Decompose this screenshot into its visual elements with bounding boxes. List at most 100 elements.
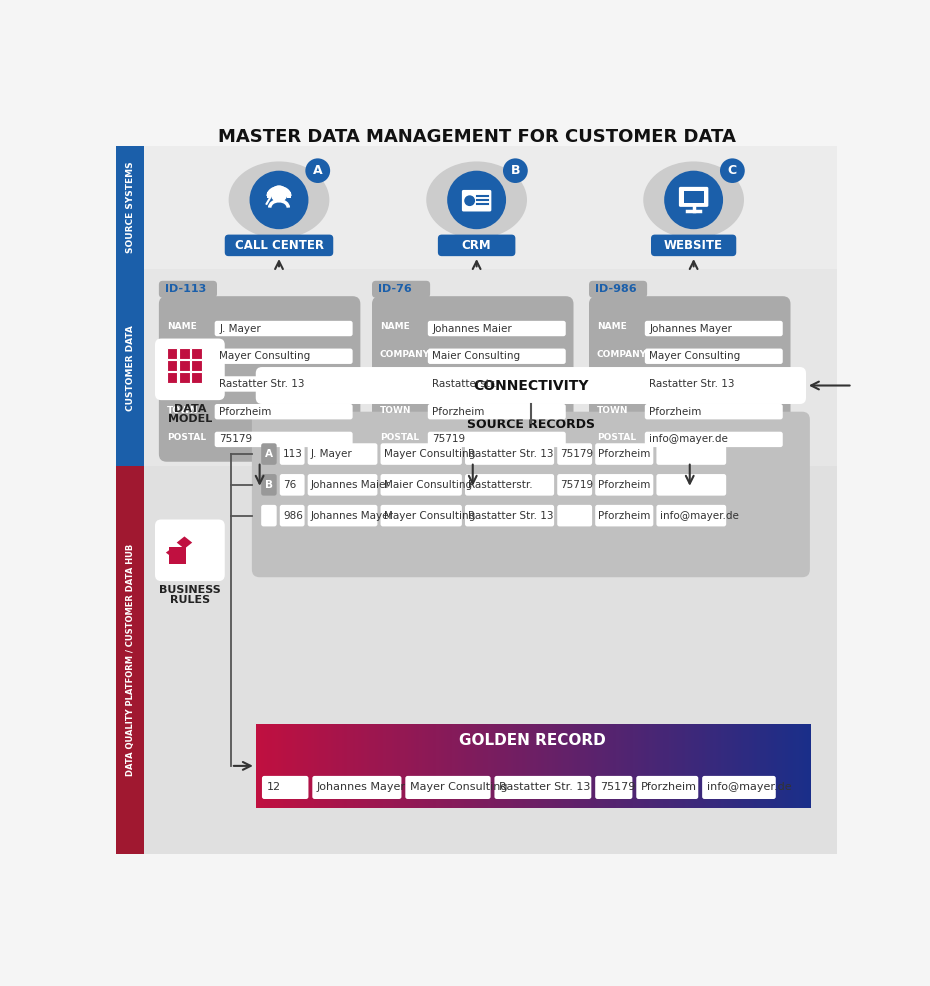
Bar	[453, 724, 456, 809]
Bar	[602, 724, 605, 809]
Bar	[530, 724, 534, 809]
Bar	[684, 190, 704, 203]
Bar	[550, 724, 553, 809]
Bar	[485, 724, 489, 809]
Bar	[644, 724, 647, 809]
Circle shape	[503, 159, 528, 183]
Text: Rastatter Str. 13: Rastatter Str. 13	[219, 379, 305, 388]
FancyBboxPatch shape	[679, 187, 709, 207]
Bar	[411, 724, 415, 809]
Bar	[264, 724, 268, 809]
Bar	[383, 724, 387, 809]
FancyBboxPatch shape	[372, 296, 574, 461]
Text: Johannes Mayer: Johannes Mayer	[317, 783, 406, 793]
Bar	[505, 724, 509, 809]
Bar	[669, 724, 672, 809]
Bar	[541, 724, 545, 809]
Bar	[317, 724, 320, 809]
Text: info@mayer.de: info@mayer.de	[707, 783, 791, 793]
FancyBboxPatch shape	[380, 505, 462, 527]
Text: Rastatterstr.: Rastatterstr.	[468, 480, 533, 490]
Bar	[320, 724, 323, 809]
Text: Pforzheim: Pforzheim	[649, 406, 702, 417]
Circle shape	[720, 159, 745, 183]
Bar	[312, 724, 314, 809]
Text: ID-113: ID-113	[166, 284, 206, 294]
Text: Pforzheim: Pforzheim	[598, 449, 651, 459]
Bar	[192, 373, 202, 384]
Bar	[344, 724, 348, 809]
Bar	[431, 724, 433, 809]
Bar	[632, 724, 636, 809]
Bar	[425, 724, 429, 809]
Text: TOWN: TOWN	[597, 405, 629, 415]
Text: Pforzheim: Pforzheim	[432, 406, 485, 417]
FancyBboxPatch shape	[636, 776, 698, 799]
Text: ROAD: ROAD	[379, 378, 408, 387]
Bar	[729, 724, 733, 809]
Text: DATA QUALITY PLATFORM / CUSTOMER DATA HUB: DATA QUALITY PLATFORM / CUSTOMER DATA HU…	[126, 543, 135, 776]
FancyBboxPatch shape	[225, 235, 333, 256]
Bar	[469, 724, 472, 809]
Bar	[339, 724, 342, 809]
Bar	[419, 724, 423, 809]
Bar	[771, 724, 775, 809]
Bar	[697, 724, 700, 809]
Bar	[516, 724, 520, 809]
Circle shape	[464, 195, 475, 206]
Bar	[179, 348, 190, 359]
Bar	[618, 724, 622, 809]
Bar	[261, 724, 265, 809]
Bar	[641, 724, 644, 809]
Text: MASTER DATA MANAGEMENT FOR CUSTOMER DATA: MASTER DATA MANAGEMENT FOR CUSTOMER DATA	[218, 128, 736, 146]
Bar	[699, 724, 702, 809]
Bar	[322, 724, 326, 809]
FancyBboxPatch shape	[465, 474, 554, 496]
Bar	[768, 724, 772, 809]
FancyBboxPatch shape	[595, 505, 653, 527]
Bar	[596, 724, 600, 809]
Bar	[513, 724, 517, 809]
FancyBboxPatch shape	[428, 404, 565, 419]
Text: DATA: DATA	[174, 404, 206, 414]
FancyBboxPatch shape	[159, 281, 217, 298]
FancyBboxPatch shape	[589, 281, 647, 298]
Bar	[330, 724, 334, 809]
FancyBboxPatch shape	[438, 235, 515, 256]
Bar	[607, 724, 611, 809]
FancyBboxPatch shape	[215, 377, 352, 391]
Bar	[802, 724, 805, 809]
Text: A: A	[265, 449, 272, 459]
Text: WEBSITE: WEBSITE	[664, 239, 724, 251]
Bar	[724, 724, 727, 809]
FancyBboxPatch shape	[308, 474, 378, 496]
Bar	[292, 724, 296, 809]
Bar	[144, 465, 837, 855]
Bar	[466, 724, 470, 809]
Text: Rastatter Str. 13: Rastatter Str. 13	[468, 511, 553, 521]
Bar	[508, 724, 512, 809]
Bar	[336, 724, 339, 809]
FancyBboxPatch shape	[657, 505, 726, 527]
Bar	[298, 724, 300, 809]
Bar	[358, 724, 362, 809]
Bar	[785, 724, 789, 809]
Bar	[289, 724, 293, 809]
Text: ID-76: ID-76	[379, 284, 412, 294]
Text: CUSTOMER DATA: CUSTOMER DATA	[126, 324, 135, 411]
Bar	[677, 724, 681, 809]
Bar	[447, 724, 450, 809]
Bar	[572, 724, 575, 809]
Bar	[380, 724, 384, 809]
Text: Rastatter Str. 13: Rastatter Str. 13	[468, 449, 553, 459]
Bar	[586, 724, 589, 809]
Bar	[272, 724, 276, 809]
Bar	[754, 724, 758, 809]
Bar	[544, 724, 548, 809]
FancyBboxPatch shape	[702, 776, 776, 799]
Text: Mayer Consulting: Mayer Consulting	[383, 511, 475, 521]
Bar	[116, 269, 144, 465]
Bar	[491, 724, 495, 809]
Bar	[655, 724, 658, 809]
Text: 76: 76	[283, 480, 296, 490]
